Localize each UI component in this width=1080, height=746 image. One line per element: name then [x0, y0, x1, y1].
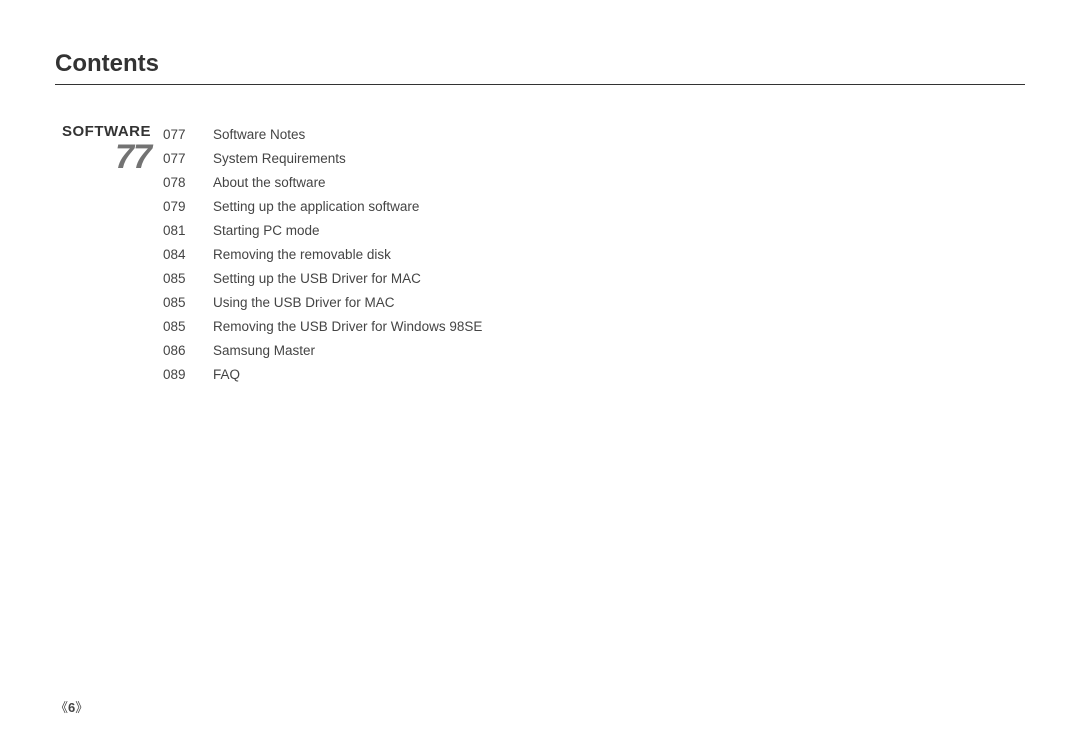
toc-item-page: 077 [163, 147, 201, 171]
toc-item-text: Software Notes [201, 123, 305, 147]
toc-item-page: 085 [163, 315, 201, 339]
toc-section: SOFTWARE 77 077 Software Notes 077 Syste… [55, 123, 1025, 387]
toc-item-text: Removing the removable disk [201, 243, 391, 267]
toc-item: 086 Samsung Master [163, 339, 482, 363]
toc-item-page: 079 [163, 195, 201, 219]
page-title: Contents [55, 50, 1025, 85]
toc-item: 085 Using the USB Driver for MAC [163, 291, 482, 315]
toc-item-page: 078 [163, 171, 201, 195]
toc-item: 078 About the software [163, 171, 482, 195]
toc-item-text: System Requirements [201, 147, 346, 171]
toc-item-text: Starting PC mode [201, 219, 320, 243]
toc-item-text: FAQ [201, 363, 240, 387]
toc-list: 077 Software Notes 077 System Requiremen… [163, 123, 482, 387]
toc-item-text: Removing the USB Driver for Windows 98SE [201, 315, 482, 339]
toc-item-page: 077 [163, 123, 201, 147]
toc-item-text: Setting up the application software [201, 195, 419, 219]
toc-item-page: 085 [163, 291, 201, 315]
toc-item: 085 Removing the USB Driver for Windows … [163, 315, 482, 339]
toc-item: 081 Starting PC mode [163, 219, 482, 243]
toc-item: 089 FAQ [163, 363, 482, 387]
toc-item-page: 089 [163, 363, 201, 387]
toc-item: 085 Setting up the USB Driver for MAC [163, 267, 482, 291]
toc-item-page: 084 [163, 243, 201, 267]
toc-item: 077 Software Notes [163, 123, 482, 147]
toc-item-page: 086 [163, 339, 201, 363]
toc-item-text: Setting up the USB Driver for MAC [201, 267, 421, 291]
toc-item: 084 Removing the removable disk [163, 243, 482, 267]
toc-item-text: Using the USB Driver for MAC [201, 291, 395, 315]
toc-item-text: Samsung Master [201, 339, 315, 363]
section-header: SOFTWARE 77 [55, 123, 163, 177]
toc-item: 077 System Requirements [163, 147, 482, 171]
page-number: 6 [55, 697, 88, 716]
toc-item-page: 081 [163, 219, 201, 243]
toc-item-page: 085 [163, 267, 201, 291]
toc-item: 079 Setting up the application software [163, 195, 482, 219]
section-number: 77 [55, 138, 151, 177]
toc-item-text: About the software [201, 171, 326, 195]
